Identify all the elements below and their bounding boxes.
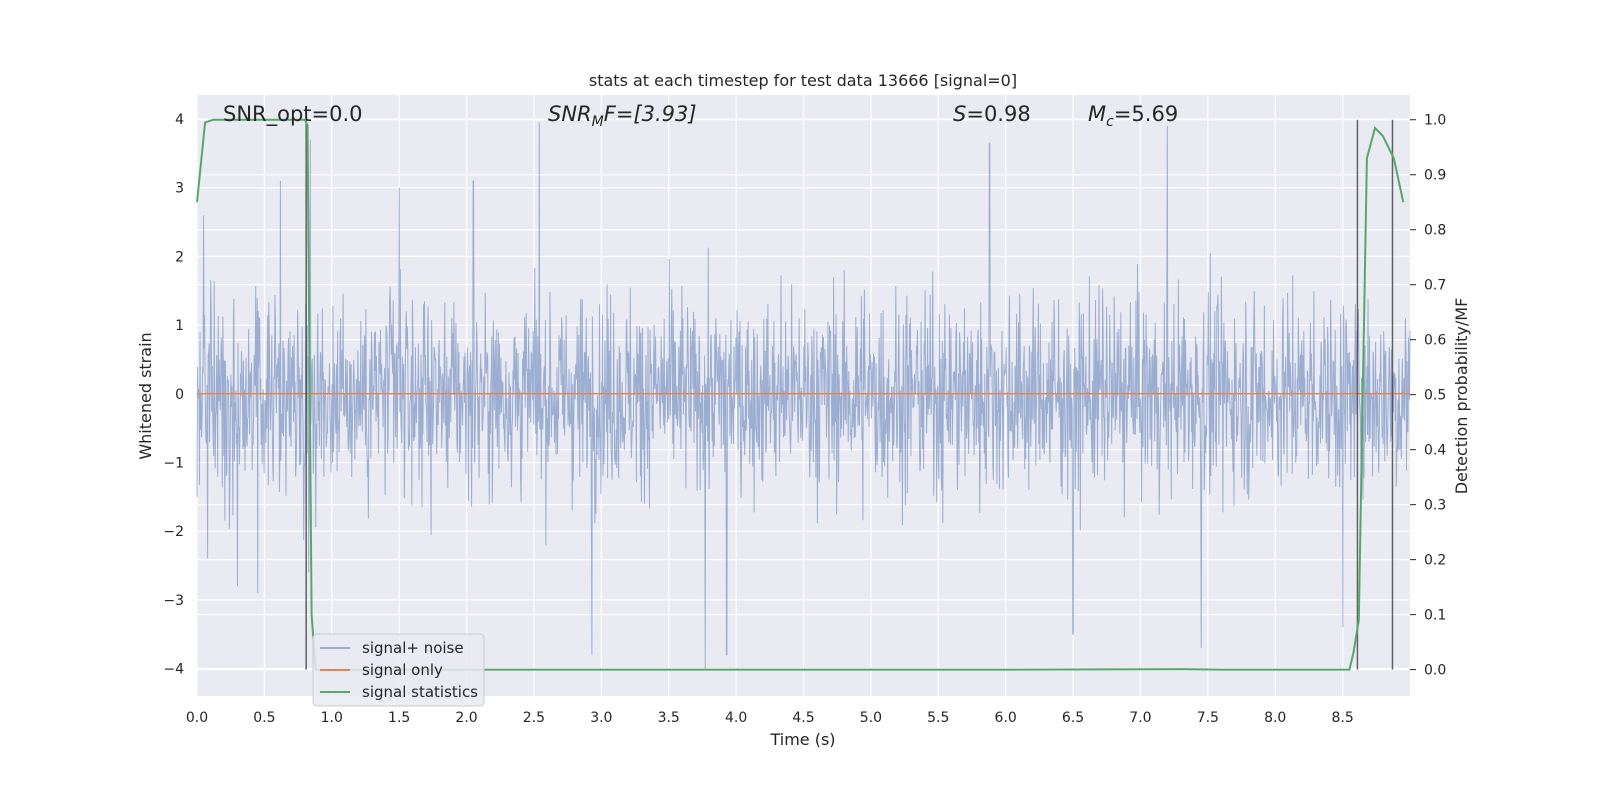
x-tick-label: 7.5 bbox=[1197, 710, 1219, 726]
x-tick-label: 4.5 bbox=[792, 710, 814, 726]
y-tick-label: 0 bbox=[175, 387, 184, 403]
y2-tick-label: 0.3 bbox=[1424, 498, 1446, 514]
y2-tick-labels: 0.0 0.1 0.2 0.3 0.4 0.5 0.6 0.7 0.8 0.9 1.0 bbox=[1410, 113, 1446, 679]
x-tick-label: 3.5 bbox=[658, 710, 680, 726]
x-tick-label: 0.0 bbox=[186, 710, 208, 726]
y-tick-label: −2 bbox=[163, 524, 184, 540]
y-tick-label: −1 bbox=[163, 455, 184, 471]
y-tick-label: −3 bbox=[163, 593, 184, 609]
x-tick-label: 6.0 bbox=[995, 710, 1017, 726]
annotation-s: S=0.98 bbox=[953, 102, 1031, 126]
x-tick-label: 8.0 bbox=[1264, 710, 1286, 726]
signal-statistics-line bbox=[196, 118, 1405, 671]
signal-plus-noise-line bbox=[196, 122, 1411, 669]
signal-statistics-series bbox=[196, 118, 1405, 671]
x-axis-label: Time (s) bbox=[769, 730, 835, 749]
annotation-snr-opt: SNR_opt=0.0 bbox=[223, 102, 363, 127]
y2-tick-label: 0.1 bbox=[1424, 608, 1446, 624]
y-tick-label: −4 bbox=[163, 662, 184, 678]
y2-tick-label: 0.7 bbox=[1424, 278, 1446, 294]
x-tick-label: 3.0 bbox=[590, 710, 612, 726]
x-tick-label: 0.5 bbox=[253, 710, 275, 726]
x-tick-label: 8.5 bbox=[1331, 710, 1353, 726]
y2-tick-label: 0.9 bbox=[1424, 168, 1446, 184]
x-tick-label: 2.5 bbox=[523, 710, 545, 726]
x-tick-label: 7.0 bbox=[1129, 710, 1151, 726]
legend: signal+ noise signal only signal statist… bbox=[312, 633, 485, 707]
y2-tick-label: 0.4 bbox=[1424, 443, 1446, 459]
y2-tick-label: 0.6 bbox=[1424, 333, 1446, 349]
y-tick-label: 3 bbox=[175, 181, 184, 197]
x-tick-labels: 0.0 0.5 1.0 1.5 2.0 2.5 3.0 3.5 4.0 4.5 5.0 5.5 6.0 6… bbox=[186, 710, 1354, 726]
y-tick-label: 4 bbox=[175, 112, 184, 128]
y2-axis-label: Detection probability/MF bbox=[1452, 298, 1471, 495]
vertical-marker-lines bbox=[305, 119, 1394, 670]
x-tick-label: 1.5 bbox=[388, 710, 410, 726]
legend-label-stats: signal statistics bbox=[362, 683, 478, 701]
annotation-snr-mf: SNRMF=[3.93] bbox=[548, 102, 697, 130]
y2-tick-label: 0.8 bbox=[1424, 223, 1446, 239]
annotation-mc: Mc=5.69 bbox=[1088, 102, 1178, 130]
x-tick-label: 2.0 bbox=[455, 710, 477, 726]
x-tick-label: 5.0 bbox=[860, 710, 882, 726]
chart-title: stats at each timestep for test data 136… bbox=[589, 71, 1017, 90]
x-tick-label: 4.0 bbox=[725, 710, 747, 726]
y2-tick-label: 0.0 bbox=[1424, 663, 1446, 679]
x-tick-label: 1.0 bbox=[321, 710, 343, 726]
y2-tick-label: 0.2 bbox=[1424, 553, 1446, 569]
y-tick-labels: 4 3 2 1 0 −1 −2 −3 −4 bbox=[163, 112, 184, 677]
y2-tick-label: 0.5 bbox=[1424, 388, 1446, 404]
y2-tick-label: 1.0 bbox=[1424, 113, 1446, 129]
legend-label-signal: signal only bbox=[362, 661, 443, 679]
y-axis-label: Whitened strain bbox=[136, 332, 155, 459]
legend-label-noise: signal+ noise bbox=[362, 639, 464, 657]
x-tick-label: 5.5 bbox=[927, 710, 949, 726]
signal-plus-noise-series bbox=[196, 122, 1411, 669]
y-tick-label: 1 bbox=[175, 318, 184, 334]
legend-box bbox=[312, 633, 485, 707]
x-tick-label: 6.5 bbox=[1062, 710, 1084, 726]
y-tick-label: 2 bbox=[175, 249, 184, 265]
